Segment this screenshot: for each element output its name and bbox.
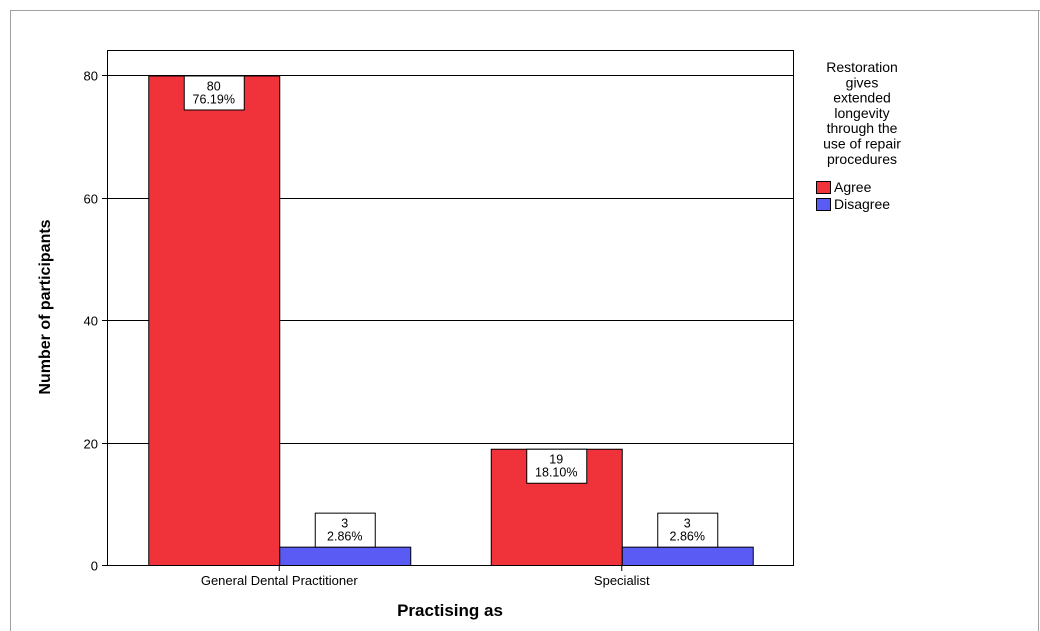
axes: 0 20 40 60 80 General Dental Practitioner Spec… <box>84 69 650 589</box>
legend-label-agree: Agree <box>834 179 872 195</box>
x-axis-title: Practising as <box>397 601 503 620</box>
x-tick-label: General Dental Practitioner <box>201 573 358 588</box>
legend-title-line: extended <box>833 90 891 106</box>
legend-swatch-disagree <box>816 198 831 211</box>
y-tick-label: 60 <box>84 192 98 207</box>
data-label-box <box>183 75 245 111</box>
data-label-percent: 76.19% <box>193 92 235 106</box>
legend-title-line: through the <box>827 120 898 136</box>
data-label-count: 3 <box>341 517 348 531</box>
data-label-count: 19 <box>549 453 563 467</box>
bar-agree <box>490 448 623 566</box>
legend-title-line: Restoration <box>826 59 898 75</box>
legend-swatch-agree <box>816 181 831 194</box>
data-label-percent: 2.86% <box>670 530 705 544</box>
data-label-percent: 18.10% <box>535 466 577 480</box>
bars <box>148 75 754 567</box>
y-tick-label: 20 <box>84 437 98 452</box>
legend-title-line: longevity <box>834 105 889 121</box>
data-label-box <box>526 448 588 484</box>
legend-label-disagree: Disagree <box>834 196 890 212</box>
legend-title-line: procedures <box>827 151 897 167</box>
y-tick-label: 0 <box>91 559 98 574</box>
data-label-count: 3 <box>684 517 691 531</box>
legend-title-line: use of repair <box>823 136 901 152</box>
legend-title-line: gives <box>846 74 879 90</box>
bar-disagree <box>621 546 754 567</box>
x-tick-label: Specialist <box>594 573 650 588</box>
y-tick-label: 80 <box>84 69 98 84</box>
y-axis-title: Number of participants <box>37 219 54 394</box>
data-label-count: 80 <box>207 79 221 93</box>
bar-agree <box>148 75 281 566</box>
legend: Restorationgivesextendedlongevitythrough… <box>816 59 901 212</box>
data-label-box <box>657 512 719 548</box>
data-label-percent: 2.86% <box>327 530 362 544</box>
data-label-box <box>314 512 376 548</box>
y-tick-label: 40 <box>84 314 98 329</box>
bar-disagree <box>279 546 412 567</box>
